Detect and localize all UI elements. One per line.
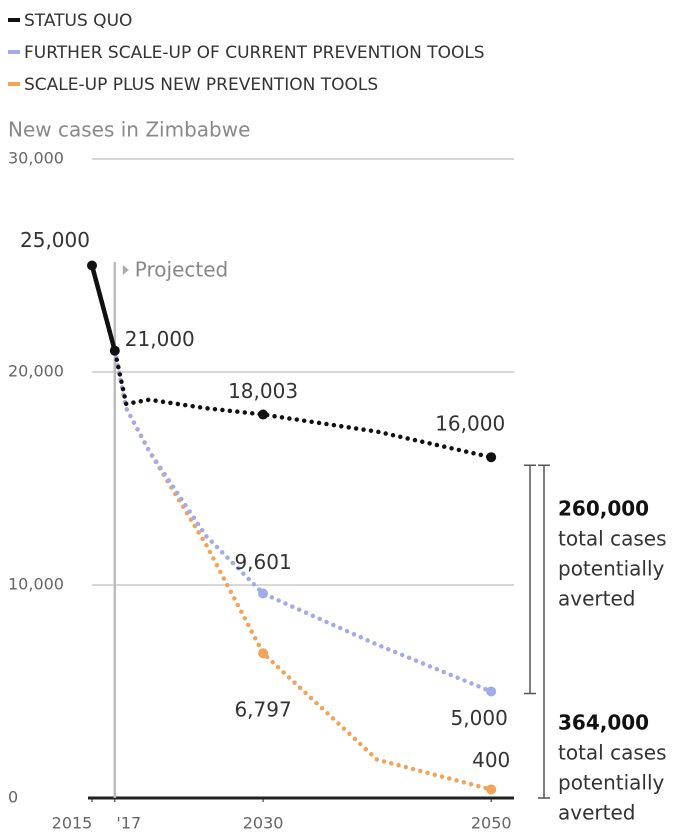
y-tick-label: 10,000 (8, 575, 64, 594)
bracket (538, 464, 550, 799)
annotation: Projected (135, 258, 228, 282)
y-tick-label: 30,000 (8, 149, 64, 168)
bracket-text: potentially (558, 771, 665, 795)
data-label: 9,601 (234, 550, 291, 574)
history-line (89, 263, 118, 353)
bracket-text: total cases (558, 527, 667, 551)
projection-arrow (122, 265, 129, 275)
x-tick-label: 2050 (471, 814, 512, 833)
point (486, 452, 497, 463)
y-axis-label: New cases in Zimbabwe (8, 118, 250, 142)
series-line (112, 348, 494, 694)
point (258, 588, 269, 599)
data-label: 16,000 (435, 412, 505, 436)
data-label: 25,000 (20, 228, 90, 252)
point (486, 686, 497, 697)
point (486, 784, 497, 795)
bracket-text: potentially (558, 557, 665, 581)
x-tick-label: 2015 (52, 814, 93, 833)
legend-label: SCALE-UP PLUS NEW PREVENTION TOOLS (24, 75, 378, 95)
point (87, 260, 97, 271)
point (109, 345, 120, 356)
bracket (524, 464, 536, 695)
data-label: 5,000 (451, 706, 508, 730)
legend-label: FURTHER SCALE-UP OF CURRENT PREVENTION T… (24, 43, 485, 63)
bracket-value: 260,000 (558, 497, 649, 521)
y-tick-label: 0 (8, 788, 18, 807)
data-label: 400 (472, 748, 510, 772)
legend-label: STATUS QUO (24, 11, 132, 31)
x-tick-label: 2030 (243, 814, 284, 833)
bracket-value: 364,000 (558, 711, 649, 735)
data-label: 6,797 (234, 698, 291, 722)
point (258, 409, 269, 420)
series-line (89, 263, 494, 460)
y-tick-label: 20,000 (8, 362, 64, 381)
data-label: 18,003 (228, 379, 298, 403)
bracket-text: averted (558, 801, 635, 825)
point (258, 648, 269, 659)
bracket-text: averted (558, 587, 635, 611)
x-tick-label: '17 (116, 814, 141, 833)
data-label: 21,000 (125, 327, 195, 351)
bracket-text: total cases (558, 741, 667, 765)
